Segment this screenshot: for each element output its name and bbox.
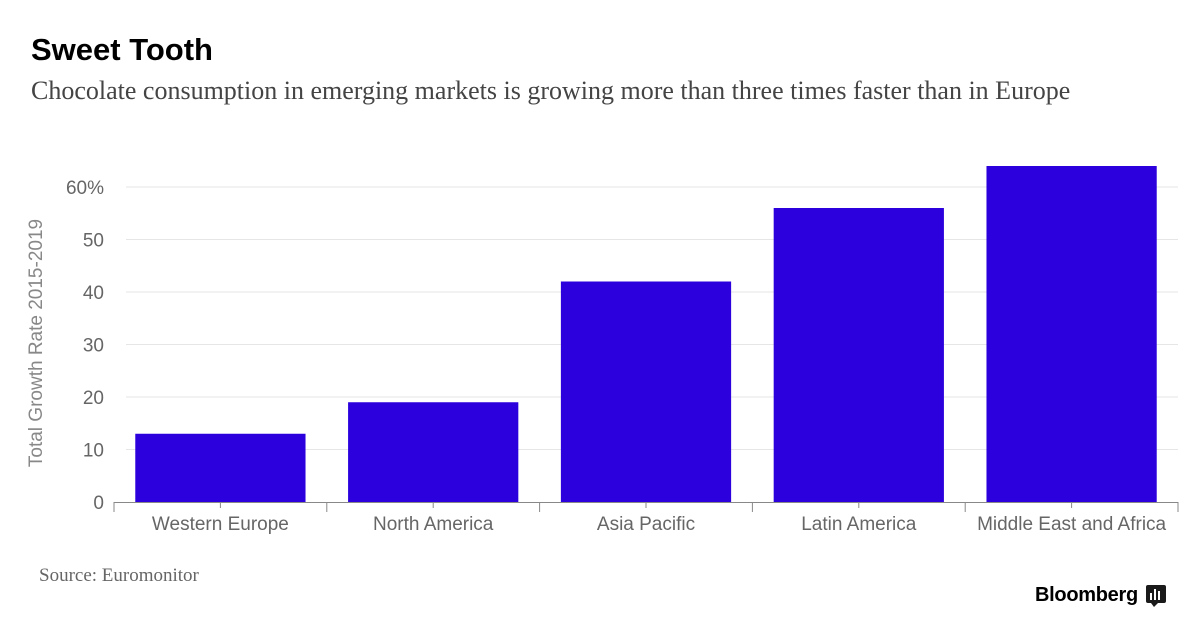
bar xyxy=(773,208,944,502)
x-tick-label: North America xyxy=(373,514,494,535)
x-tick-label: Western Europe xyxy=(152,514,289,535)
source-note: Source: Euromonitor xyxy=(39,565,199,586)
bar xyxy=(986,166,1157,502)
brand-name: Bloomberg xyxy=(1035,584,1138,606)
bar xyxy=(135,433,306,502)
y-tick-label: 50 xyxy=(83,231,104,252)
bloomberg-logo: Bloomberg xyxy=(1035,584,1166,607)
x-tick-label: Latin America xyxy=(801,514,917,535)
y-tick-label: 10 xyxy=(83,441,104,462)
axes: 0 10 20 30 40 50 60% Western Europe North Americ… xyxy=(66,178,1179,535)
y-axis-label: Total Growth Rate 2015-2019 xyxy=(26,219,47,467)
y-tick-label: 60% xyxy=(66,178,104,199)
x-tick-label: Middle East and Africa xyxy=(977,514,1166,535)
y-tick-label: 40 xyxy=(83,283,104,304)
chart-subtitle: Chocolate consumption in emerging market… xyxy=(31,76,1071,105)
y-tick-label: 0 xyxy=(93,493,104,514)
bar xyxy=(348,402,519,502)
x-tick-label: Asia Pacific xyxy=(597,514,695,535)
bloomberg-chart-icon xyxy=(1145,584,1166,607)
chart-title: Sweet Tooth xyxy=(31,32,213,67)
y-tick-label: 30 xyxy=(83,336,104,357)
bars xyxy=(135,166,1157,502)
bar xyxy=(560,281,732,502)
y-tick-label: 20 xyxy=(83,388,104,409)
